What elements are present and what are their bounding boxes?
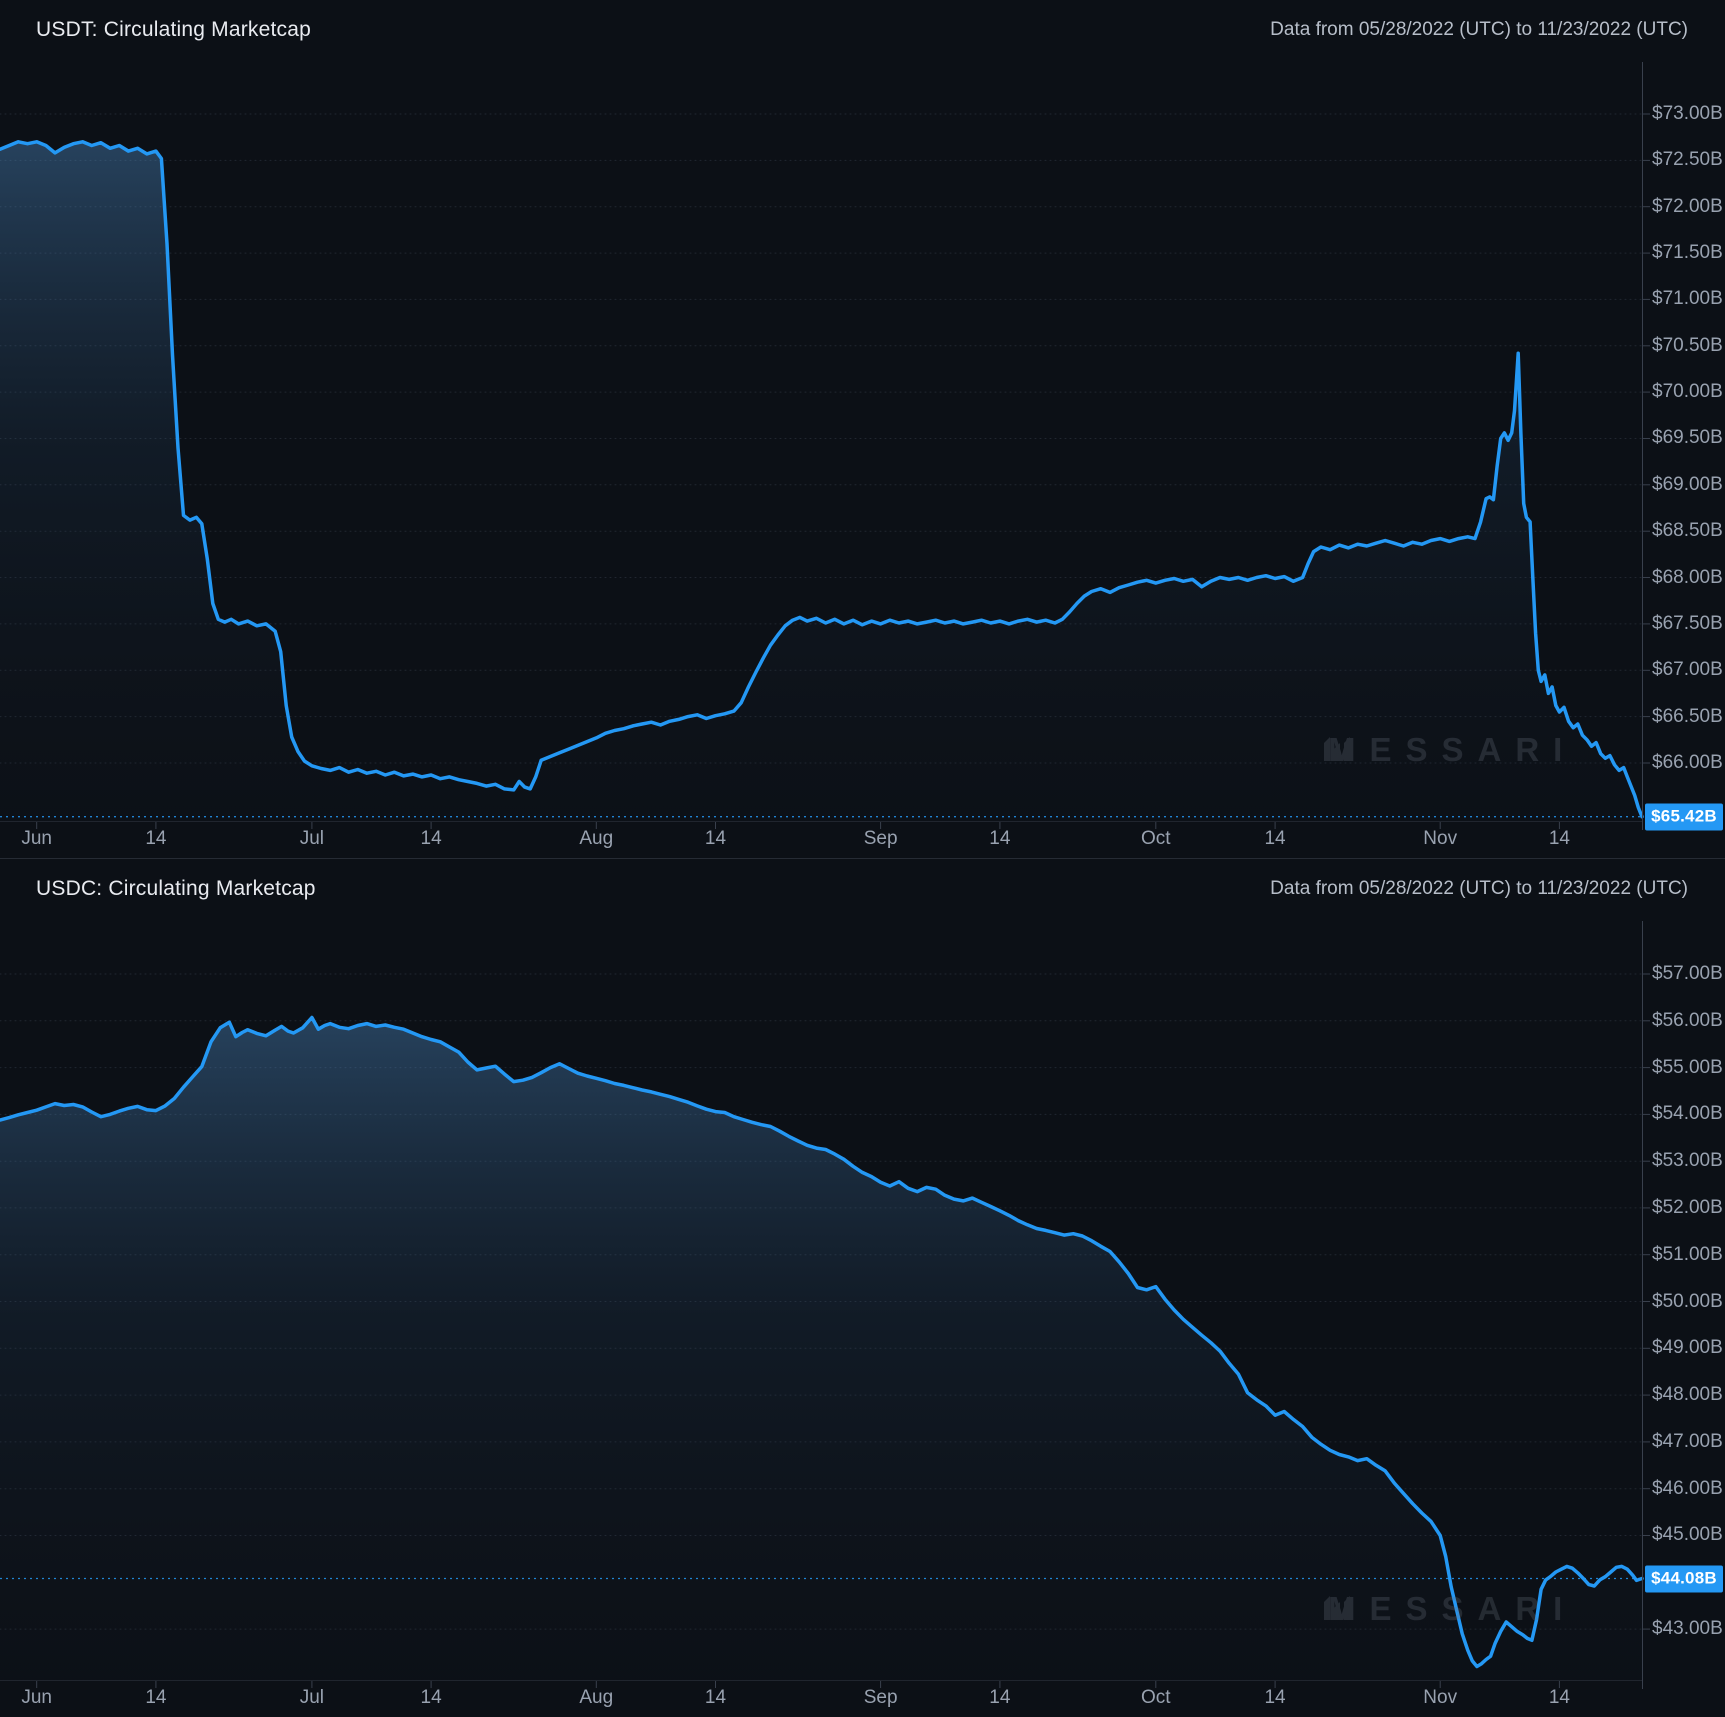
y-axis-label: $69.00B <box>1652 473 1723 495</box>
x-axis-label: 14 <box>145 1687 167 1708</box>
x-axis-label: Sep <box>863 828 898 849</box>
y-axis-label: $47.00B <box>1652 1430 1723 1452</box>
y-axis-label: $70.50B <box>1652 334 1723 356</box>
x-axis-label: 14 <box>989 828 1011 849</box>
usdc-panel-header: USDC: Circulating Marketcap Data from 05… <box>0 859 1725 919</box>
x-axis-label: 14 <box>1548 828 1571 849</box>
chart-date-range-usdt: Data from 05/28/2022 (UTC) to 11/23/2022… <box>1270 19 1688 40</box>
y-axis-label: $66.50B <box>1652 705 1723 727</box>
usdt-panel-header: USDT: Circulating Marketcap Data from 05… <box>0 0 1725 60</box>
y-axis-label: $67.50B <box>1652 612 1723 634</box>
y-axis-label: $55.00B <box>1652 1056 1723 1078</box>
y-axis-label: $68.50B <box>1652 520 1723 542</box>
x-axis-label: Nov <box>1423 1687 1458 1708</box>
usdc-plot-area[interactable]: MESSARI $44.08B $57.00B $56.00B $55.00B $54… <box>0 859 1725 1716</box>
y-axis-label: $68.00B <box>1652 566 1723 588</box>
x-axis-label: Jul <box>299 1687 325 1708</box>
x-axis-label: 14 <box>704 1687 727 1708</box>
y-axis-label: $46.00B <box>1652 1477 1723 1499</box>
y-axis-label: $45.00B <box>1652 1524 1723 1546</box>
y-axis-label: $69.50B <box>1652 427 1723 449</box>
y-axis-label: $73.00B <box>1652 103 1723 124</box>
x-axis-label: Jun <box>21 1687 53 1708</box>
x-axis-label: Aug <box>579 1687 614 1708</box>
x-axis-label: Oct <box>1141 828 1171 849</box>
usdt-plot-area[interactable]: MESSARI $65.42B $73.00B $72.50B $72.00B $71… <box>0 0 1725 858</box>
x-axis-label: 14 <box>145 828 167 849</box>
y-axis-label: $48.00B <box>1652 1384 1723 1406</box>
y-axis-label: $50.00B <box>1652 1290 1723 1312</box>
y-axis-label: $71.00B <box>1652 288 1723 310</box>
y-axis-label: $70.00B <box>1652 381 1723 403</box>
usdc-area-chart[interactable] <box>0 859 1725 1717</box>
chart-title-usdt: USDT: Circulating Marketcap <box>36 18 311 41</box>
chart-date-range-usdc: Data from 05/28/2022 (UTC) to 11/23/2022… <box>1270 878 1688 899</box>
y-axis-label: $72.50B <box>1652 149 1723 171</box>
usdt-area-chart[interactable] <box>0 0 1725 858</box>
y-axis-label: $71.50B <box>1652 242 1723 264</box>
y-axis-label: $43.00B <box>1652 1618 1723 1640</box>
y-axis-label: $67.00B <box>1652 659 1723 681</box>
x-axis-label: Nov <box>1423 828 1458 849</box>
x-axis-label: 14 <box>420 1687 442 1708</box>
y-axis-label: $52.00B <box>1652 1196 1723 1218</box>
last-value-badge-usdc: $44.08B <box>1645 1565 1723 1592</box>
x-axis-label: 14 <box>1548 1687 1571 1708</box>
y-axis-label: $54.00B <box>1652 1103 1723 1125</box>
y-axis-label: $56.00B <box>1652 1009 1723 1031</box>
y-axis-label: $49.00B <box>1652 1337 1723 1359</box>
x-axis-label: Sep <box>863 1687 898 1708</box>
usdt-chart-panel: USDT: Circulating Marketcap Data from 05… <box>0 0 1725 858</box>
x-axis-label: Jun <box>21 828 53 849</box>
last-value-badge-usdt: $65.42B <box>1645 803 1723 831</box>
x-axis-label: Oct <box>1141 1687 1171 1708</box>
usdc-chart-panel: USDC: Circulating Marketcap Data from 05… <box>0 858 1725 1716</box>
chart-title-usdc: USDC: Circulating Marketcap <box>36 877 316 900</box>
y-axis-label: $66.00B <box>1652 751 1723 773</box>
x-axis-label: 14 <box>1264 1687 1286 1708</box>
y-axis-label: $57.00B <box>1652 963 1723 984</box>
y-axis-label: $53.00B <box>1652 1150 1723 1172</box>
y-axis-label: $51.00B <box>1652 1243 1723 1265</box>
x-axis-label: 14 <box>989 1687 1011 1708</box>
x-axis-label: Aug <box>579 828 614 849</box>
x-axis-label: 14 <box>1264 828 1286 849</box>
x-axis-label: Jul <box>299 828 325 849</box>
x-axis-label: 14 <box>704 828 727 849</box>
x-axis-label: 14 <box>420 828 442 849</box>
y-axis-label: $72.00B <box>1652 195 1723 217</box>
